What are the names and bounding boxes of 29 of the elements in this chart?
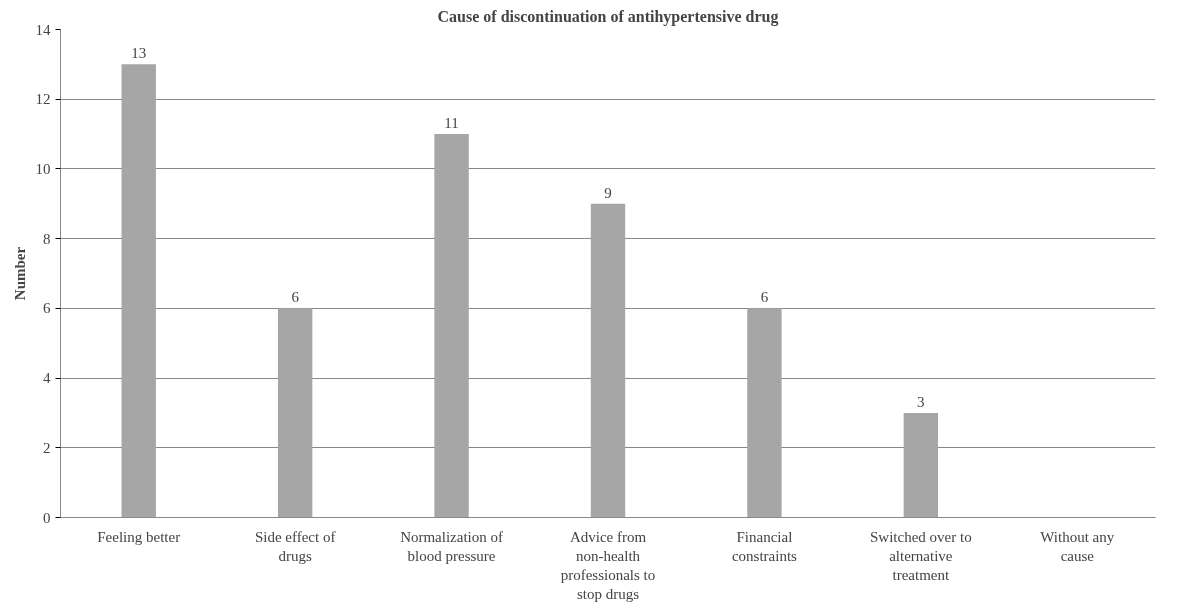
chart-title: Cause of discontinuation of antihypertensive drug	[437, 7, 779, 26]
x-tick-label: Advice from non-health professionals to stop drugs	[560, 528, 656, 603]
y-tick-label: 12	[35, 91, 51, 108]
data-label: 6	[760, 289, 769, 306]
y-tick-label: 6	[43, 300, 51, 317]
x-tick-label: Without any cause	[1040, 528, 1115, 564]
y-tick-label: 2	[43, 439, 51, 456]
bar	[434, 134, 469, 518]
y-tick-label: 4	[43, 370, 51, 387]
x-tick-label: Switched over to alternative treatment	[870, 528, 972, 583]
x-tick-label: Side effect of drugs	[254, 528, 336, 564]
bar	[121, 64, 156, 518]
data-label: 13	[131, 45, 147, 62]
x-tick-label: Financial constraints	[731, 528, 798, 564]
y-tick-label: 14	[35, 21, 51, 38]
data-label: 3	[917, 393, 925, 410]
bar	[277, 308, 313, 518]
data-label: 6	[291, 289, 300, 306]
y-tick-label: 8	[43, 230, 51, 247]
x-tick-label: Normalization of blood pressure	[400, 528, 504, 564]
data-label: 11	[444, 115, 459, 132]
y-tick-label: 10	[35, 160, 51, 177]
bar	[590, 203, 626, 518]
data-label: 9	[604, 184, 612, 201]
bar	[903, 412, 939, 518]
y-tick-label: 0	[43, 509, 51, 526]
y-axis-title: Number	[11, 246, 28, 301]
bar	[747, 308, 782, 518]
x-tick-label: Feeling better	[97, 528, 181, 545]
